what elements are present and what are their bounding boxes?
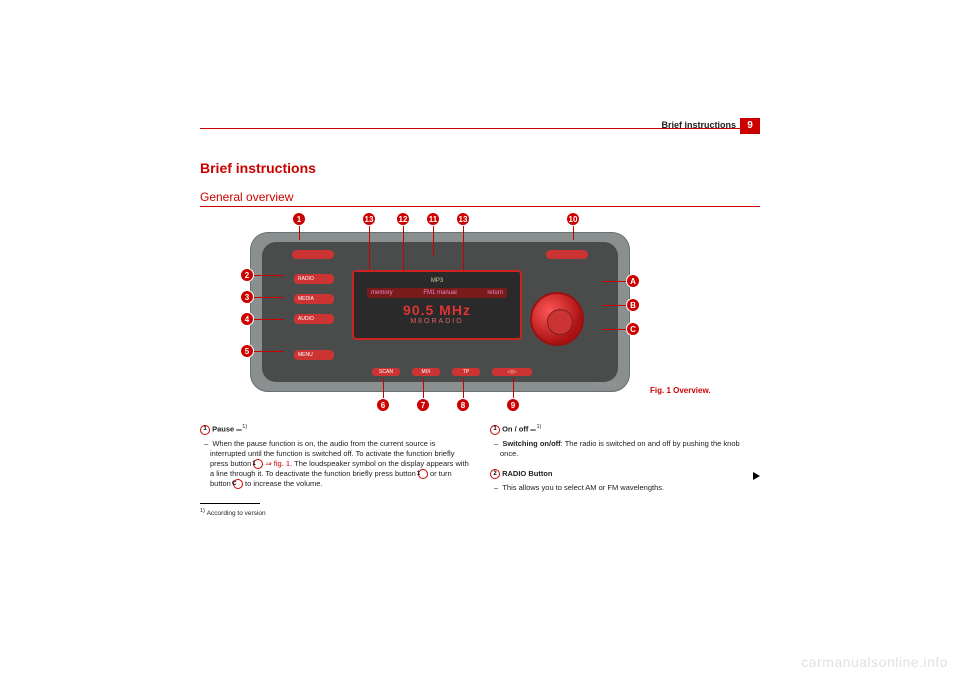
callout-13a: 13 — [362, 212, 376, 226]
leader — [433, 226, 434, 256]
callout-11: 11 — [426, 212, 440, 226]
inline-ref-C: C — [233, 479, 243, 489]
leader — [573, 226, 574, 240]
leader — [254, 275, 284, 276]
radio-display: MP3 memory FM1 manual return 90.5 MHz M8… — [352, 270, 522, 340]
callout-5: 5 — [240, 344, 254, 358]
callout-C: C — [626, 322, 640, 336]
leader — [383, 378, 384, 398]
switching-label: Switching on/off — [502, 439, 560, 448]
bullet-2: 2 — [490, 469, 500, 479]
column-left: 1 Pause 1) – When the pause function is … — [200, 424, 470, 519]
media-button[interactable]: MEDIA — [294, 294, 334, 304]
figure-ref-id: B6Q-0524 — [593, 383, 616, 389]
callout-7: 7 — [416, 398, 430, 412]
figure-caption: Fig. 1 Overview. — [650, 386, 750, 395]
leader — [369, 226, 370, 270]
display-frequency: 90.5 MHz — [354, 302, 520, 318]
inline-ref-1b: 1 — [418, 469, 428, 479]
rocker-left[interactable] — [292, 250, 334, 259]
tab-mid: FM1 manual — [423, 288, 456, 298]
leader — [254, 351, 284, 352]
leader — [602, 305, 626, 306]
tab-return: return — [487, 288, 503, 298]
display-tabs: memory FM1 manual return — [367, 288, 507, 298]
callout-B: B — [626, 298, 640, 312]
volume-knob[interactable] — [530, 292, 584, 346]
inline-ref-1a: 1 — [253, 459, 263, 469]
footnote-rule — [200, 503, 260, 504]
fig-link: ⇒ fig. 1 — [263, 459, 290, 468]
leader — [513, 378, 514, 398]
section-title: General overview — [200, 190, 760, 207]
overview-figure: RADIO MEDIA AUDIO MENU MP3 memory FM1 ma… — [240, 212, 640, 412]
display-mp3: MP3 — [354, 278, 520, 284]
item-1b-label: On / off — [502, 425, 528, 434]
footnote: 1) According to version — [200, 508, 470, 519]
leader — [463, 378, 464, 398]
column-right: 1 On / off 1) – Switching on/off: The ra… — [490, 424, 760, 519]
body-columns: 1 Pause 1) – When the pause function is … — [200, 424, 760, 519]
leader — [463, 226, 464, 270]
radio-button[interactable]: RADIO — [294, 274, 334, 284]
radio-faceplate: RADIO MEDIA AUDIO MENU MP3 memory FM1 ma… — [262, 242, 618, 382]
footnote-sup-b: 1) — [536, 424, 541, 430]
bullet-1b: 1 — [490, 425, 500, 435]
callout-4: 4 — [240, 312, 254, 326]
callout-2: 2 — [240, 268, 254, 282]
seek-button[interactable]: ◁ ▷ — [492, 368, 532, 376]
item-2-body: – This allows you to select AM or FM wav… — [500, 483, 760, 493]
display-model: M8ORADIO — [354, 318, 520, 325]
callout-9: 9 — [506, 398, 520, 412]
callout-12: 12 — [396, 212, 410, 226]
item-1-title: 1 Pause 1) — [200, 424, 470, 435]
audio-button[interactable]: AUDIO — [294, 314, 334, 324]
tab-memory: memory — [371, 288, 393, 298]
continue-arrow-icon — [753, 472, 760, 480]
callout-8: 8 — [456, 398, 470, 412]
leader — [403, 226, 404, 270]
callout-13b: 13 — [456, 212, 470, 226]
item-1-body: – When the pause function is on, the aud… — [210, 439, 470, 490]
footnote-marker: 1) — [200, 508, 205, 514]
page-title: Brief instructions — [200, 160, 316, 176]
item-2-label: RADIO Button — [502, 469, 552, 478]
callout-10: 10 — [566, 212, 580, 226]
rocker-right[interactable] — [546, 250, 588, 259]
item-1b-title: 1 On / off 1) — [490, 424, 760, 435]
leader — [602, 329, 626, 330]
mix-button[interactable]: MIX — [412, 368, 440, 376]
item-1b-body: – Switching on/off: The radio is switche… — [500, 439, 760, 459]
manual-page: Brief instructions 9 Brief instructions … — [200, 100, 760, 580]
callout-3: 3 — [240, 290, 254, 304]
watermark: carmanualsonline.info — [801, 654, 948, 670]
leader — [602, 281, 626, 282]
header-section: Brief instructions — [661, 120, 736, 130]
item-2-title: 2 RADIO Button — [490, 469, 760, 479]
callout-1: 1 — [292, 212, 306, 226]
item-2-text: This allows you to select AM or FM wavel… — [502, 483, 664, 492]
item-1-label: Pause — [212, 425, 234, 434]
leader — [254, 319, 284, 320]
footnote-sup: 1) — [242, 424, 247, 430]
leader — [423, 378, 424, 398]
leader — [254, 297, 284, 298]
callout-6: 6 — [376, 398, 390, 412]
footnote-text: According to version — [207, 510, 266, 517]
para-d: to increase the volume. — [243, 479, 323, 488]
scan-button[interactable]: SCAN — [372, 368, 400, 376]
tp-button[interactable]: TP — [452, 368, 480, 376]
leader — [299, 226, 300, 240]
page-number: 9 — [740, 118, 760, 134]
menu-button[interactable]: MENU — [294, 350, 334, 360]
callout-A: A — [626, 274, 640, 288]
bullet-1: 1 — [200, 425, 210, 435]
